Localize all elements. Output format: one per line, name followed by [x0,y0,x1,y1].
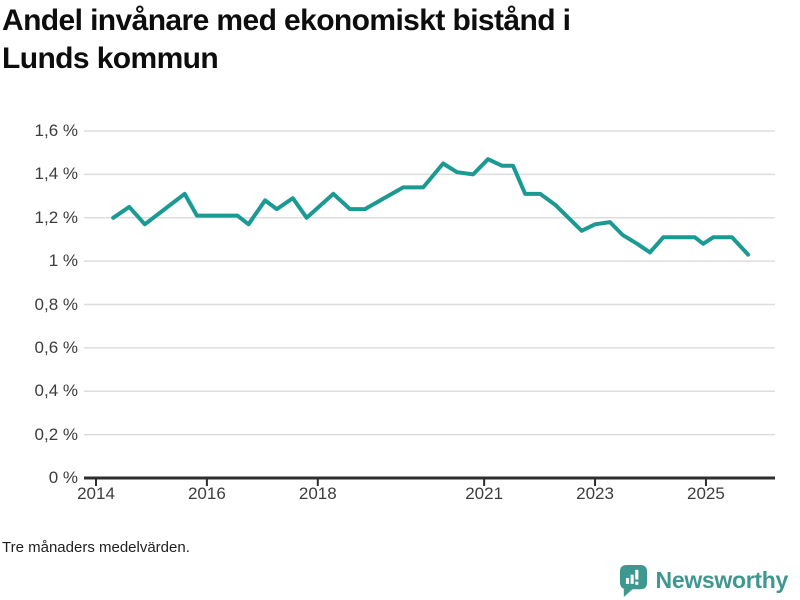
y-axis-label: 1,4 % [34,164,78,184]
x-axis-label: 2018 [298,484,337,503]
x-axis-label: 2025 [687,484,725,503]
data-line-series [111,157,751,257]
y-axis-label: 0,4 % [34,381,78,401]
y-axis-label: 0,8 % [34,294,78,314]
newsworthy-icon [619,564,647,597]
y-axis-label: 1,2 % [34,207,78,227]
chart-title-line2: Lunds kommun [2,42,219,75]
x-axis-label: 2014 [77,484,115,503]
footnote: Tre månaders medelvärden. [2,539,190,556]
x-axis-label: 2016 [187,484,226,503]
y-axis-label: 1 % [48,251,78,271]
y-axis-label: 0,2 % [34,424,78,444]
x-axis-label: 2023 [576,484,614,503]
y-axis-label: 0,6 % [34,337,78,357]
y-axis-label: 0 % [48,468,78,487]
chart-title: Andel invånare med ekonomiskt bistånd i … [2,2,742,78]
newsworthy-logo: Newsworthy [618,562,788,598]
x-axis-label: 2021 [465,484,504,503]
chart-title-line1: Andel invånare med ekonomiskt bistånd i [2,4,571,37]
newsworthy-wordmark: Newsworthy [655,566,789,593]
y-axis-label: 1,6 % [34,121,78,140]
